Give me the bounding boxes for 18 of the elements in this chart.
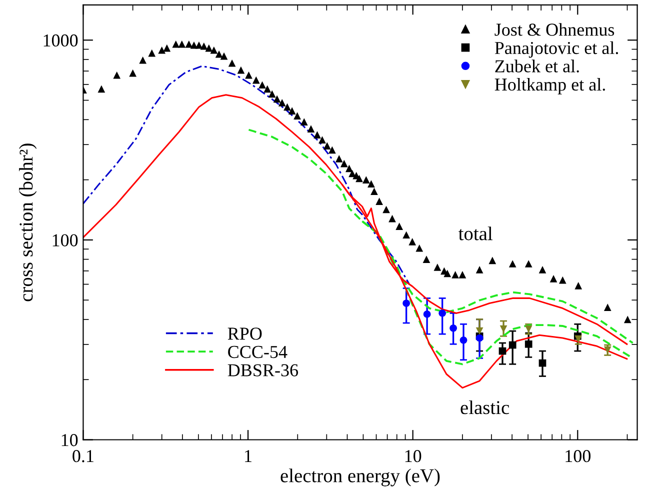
x-axis-title: electron energy (eV): [280, 468, 440, 486]
x-tick-label: 10: [405, 450, 422, 462]
legend-label: Holtkamp et al.: [494, 78, 605, 94]
x-tick-label: 1: [245, 450, 252, 462]
annotation: total: [458, 226, 492, 240]
annotation: elastic: [460, 400, 510, 414]
legend-label: Zubek et al.: [495, 60, 579, 72]
y-tick-label: 1000: [44, 34, 78, 47]
legend-label: RPO: [228, 328, 262, 340]
legend-label: Jost & Ohnemus: [494, 23, 614, 36]
legend-label: CCC-54: [228, 346, 288, 358]
y-axis-title: cross section (bohr²): [19, 144, 37, 302]
x-tick-label: 0.1: [72, 450, 94, 462]
y-tick-label: 100: [52, 234, 78, 246]
legend-label: Panajotovic et al.: [494, 41, 618, 58]
x-tick-label: 100: [566, 450, 590, 462]
legend-label: DBSR-36: [228, 364, 298, 376]
y-tick-label: 10: [62, 434, 78, 446]
